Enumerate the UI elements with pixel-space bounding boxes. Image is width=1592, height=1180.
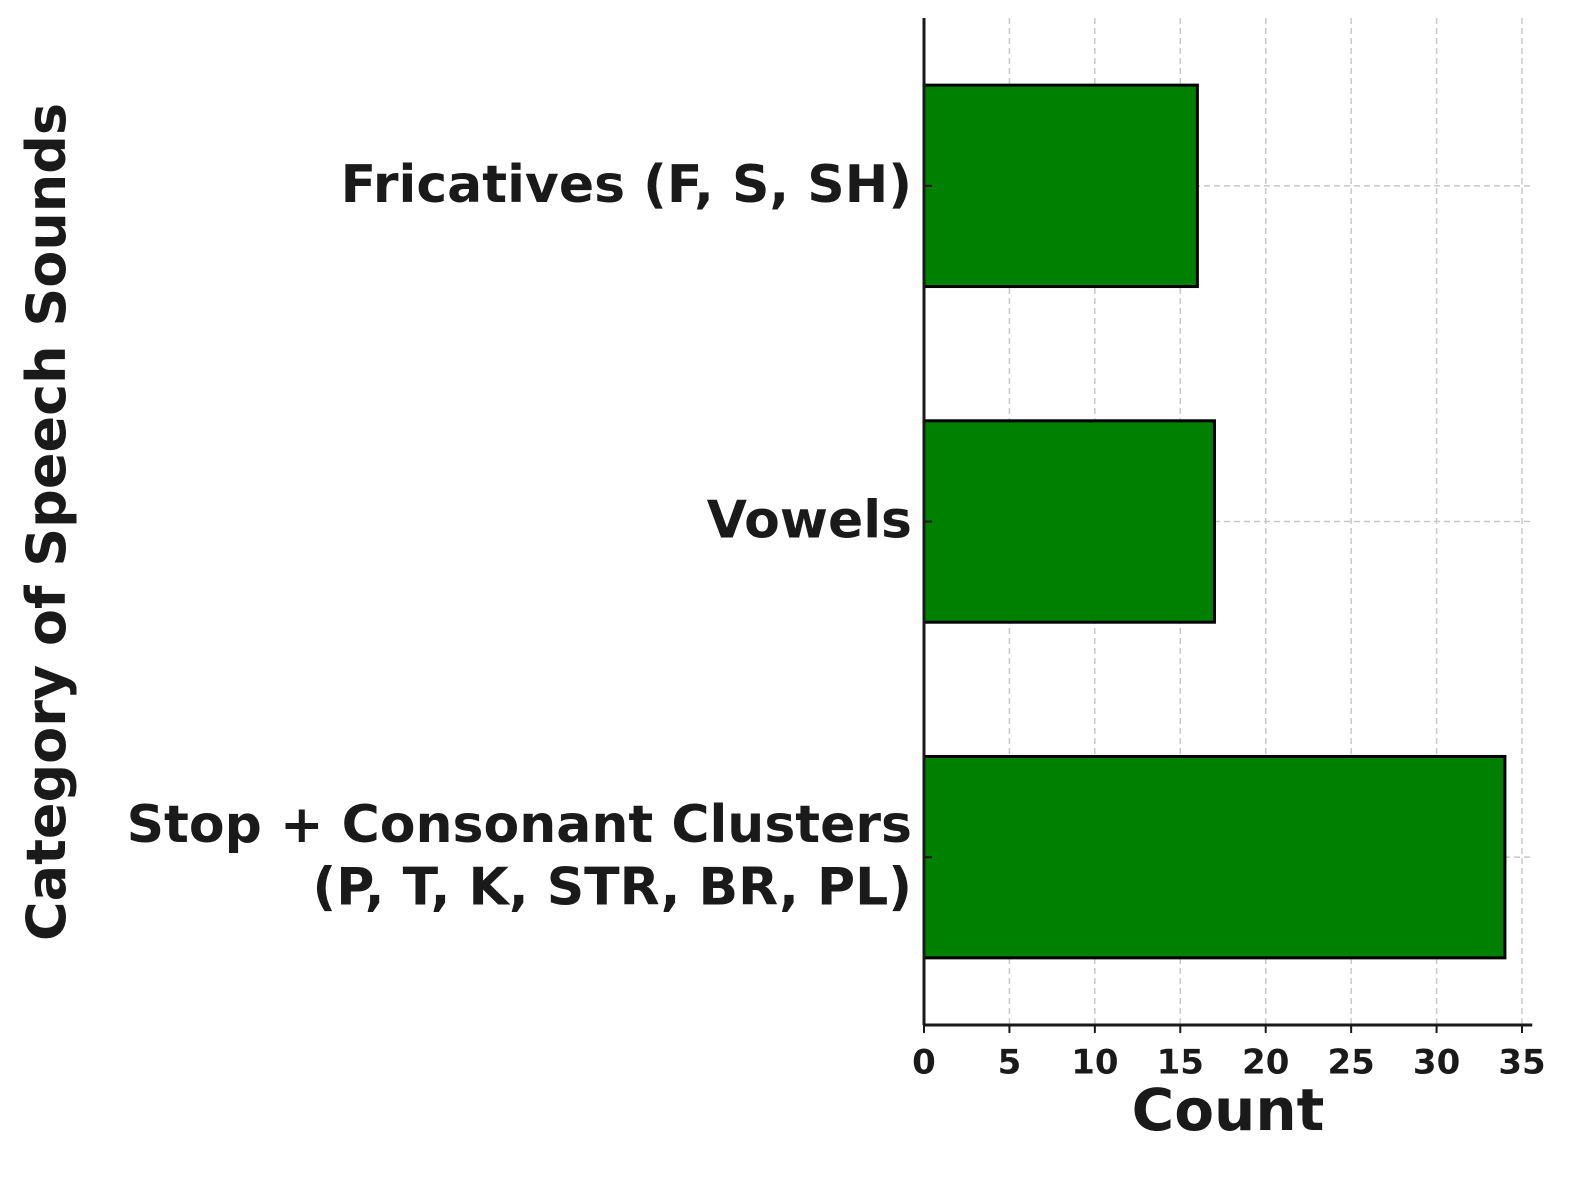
y-tick-label: Fricatives (F, S, SH): [341, 155, 912, 215]
x-tick-label: 30: [1413, 1043, 1460, 1083]
x-tick-label: 20: [1242, 1043, 1289, 1083]
x-axis-title: Count: [1132, 1076, 1325, 1144]
y-axis-title: Category of Speech Sounds: [15, 103, 78, 941]
x-tick-label: 35: [1498, 1043, 1545, 1083]
bar: [922, 83, 1199, 289]
x-tick-label: 5: [998, 1043, 1022, 1083]
y-tick-label: Vowels: [707, 491, 912, 551]
x-tick-label: 10: [1071, 1043, 1118, 1083]
bar: [922, 754, 1507, 960]
x-tick-label: 25: [1327, 1043, 1374, 1083]
y-tick-label: Stop + Consonant Clusters (P, T, K, STR, …: [127, 795, 912, 917]
x-tick-label: 0: [912, 1043, 936, 1083]
bar: [922, 419, 1216, 624]
x-tick-label: 15: [1157, 1043, 1204, 1083]
